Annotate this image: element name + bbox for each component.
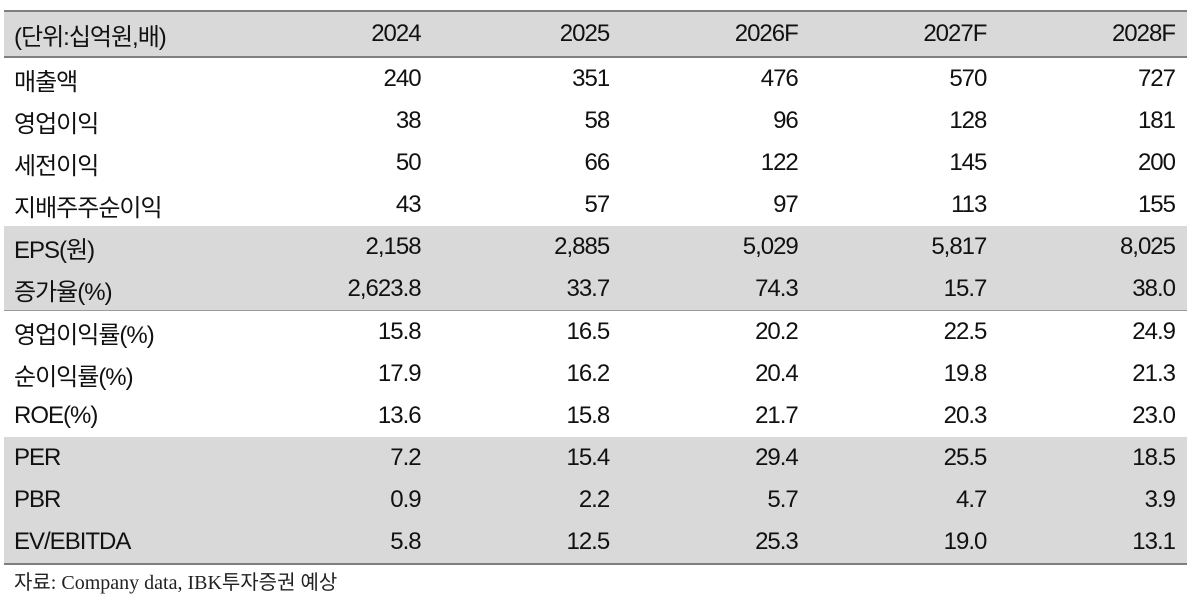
table-cell: 18.5 bbox=[1132, 444, 1176, 471]
table-row: PBR 0.9 2.2 5.7 4.7 3.9 bbox=[4, 479, 1187, 521]
table-cell: 19.0 bbox=[809, 521, 999, 565]
table-cell: 15.7 bbox=[943, 275, 988, 302]
table-cell: 113 bbox=[951, 191, 987, 218]
table-cell: 13.6 bbox=[377, 402, 422, 429]
table-cell: 145 bbox=[949, 149, 987, 176]
table-cell: 7.2 bbox=[390, 444, 421, 471]
table-cell: 19.8 bbox=[943, 360, 988, 387]
row-label: 매출액 bbox=[14, 68, 78, 96]
table-cell: 58 bbox=[584, 107, 610, 134]
table-cell: 66 bbox=[584, 149, 610, 176]
table-cell: 2,623.8 bbox=[347, 275, 422, 302]
source-note: 자료: Company data, IBK투자증권 예상 bbox=[14, 572, 338, 594]
table-row: EPS(원) 2,158 2,885 5,029 5,817 8,025 bbox=[4, 226, 1187, 268]
table-row: 증가율(%) 2,623.8 33.7 74.3 15.7 38.0 bbox=[4, 268, 1187, 311]
table-cell: 25.5 bbox=[943, 444, 988, 471]
row-label: EPS(원) bbox=[14, 236, 95, 264]
table-cell: 0.9 bbox=[390, 486, 421, 513]
year-header: 2028F bbox=[1111, 20, 1176, 47]
year-header: 2025 bbox=[559, 20, 610, 47]
table-row: PER 7.2 15.4 29.4 25.5 18.5 bbox=[4, 437, 1187, 479]
table-cell: 20.3 bbox=[943, 402, 988, 429]
table-cell: 570 bbox=[949, 65, 987, 92]
table-cell: 122 bbox=[760, 149, 799, 176]
table-header-row: (단위:십억원,배) 2024 2025 2026F 2027F 2028F bbox=[4, 11, 1187, 57]
table-cell: 96 bbox=[773, 107, 799, 134]
table-cell: 476 bbox=[760, 65, 799, 92]
table-cell: 8,025 bbox=[1119, 233, 1176, 260]
table-cell: 57 bbox=[584, 191, 610, 218]
table-row: 지배주주순이익 43 57 97 113 155 bbox=[4, 184, 1187, 226]
table-cell: 25.3 bbox=[621, 521, 810, 565]
table-cell: 74.3 bbox=[755, 275, 799, 302]
table-cell: 15.4 bbox=[566, 444, 610, 471]
table-row: 영업이익률(%) 15.8 16.5 20.2 22.5 24.9 bbox=[4, 310, 1187, 353]
row-label: 영업이익률(%) bbox=[4, 310, 244, 353]
financial-table: (단위:십억원,배) 2024 2025 2026F 2027F 2028F 매… bbox=[4, 10, 1187, 565]
row-label: EV/EBITDA bbox=[4, 521, 244, 565]
unit-label: (단위:십억원,배) bbox=[14, 23, 167, 51]
table-cell: 20.4 bbox=[755, 360, 799, 387]
table-row: EV/EBITDA 5.8 12.5 25.3 19.0 13.1 bbox=[4, 521, 1187, 565]
table-row: 영업이익 38 58 96 128 181 bbox=[4, 100, 1187, 142]
table-cell: 155 bbox=[1137, 191, 1176, 218]
table-cell: 2.2 bbox=[578, 486, 610, 513]
row-label: 영업이익 bbox=[14, 110, 99, 138]
table-row: 세전이익 50 66 122 145 200 bbox=[4, 142, 1187, 184]
row-label: PBR bbox=[14, 486, 61, 513]
table-cell: 2,885 bbox=[554, 233, 610, 260]
year-header: 2024 bbox=[371, 20, 421, 47]
table-cell: 21.3 bbox=[1132, 360, 1176, 387]
table-cell: 21.7 bbox=[755, 402, 799, 429]
table-cell: 17.9 bbox=[377, 360, 422, 387]
table-cell: 2,158 bbox=[365, 233, 422, 260]
table-row: 매출액 240 351 476 570 727 bbox=[4, 57, 1187, 100]
table-cell: 22.5 bbox=[809, 310, 999, 353]
table-cell: 181 bbox=[1137, 107, 1176, 134]
table-cell: 15.8 bbox=[566, 402, 610, 429]
table-cell: 16.2 bbox=[566, 360, 610, 387]
table-cell: 16.5 bbox=[432, 310, 622, 353]
table-cell: 13.1 bbox=[998, 521, 1187, 565]
row-label: 지배주주순이익 bbox=[14, 194, 163, 222]
table-cell: 38 bbox=[395, 107, 422, 134]
table-cell: 5.8 bbox=[244, 521, 433, 565]
table-cell: 33.7 bbox=[566, 275, 610, 302]
table-cell: 20.2 bbox=[621, 310, 810, 353]
table-cell: 97 bbox=[773, 191, 799, 218]
row-label: 세전이익 bbox=[14, 152, 99, 180]
table-cell: 12.5 bbox=[432, 521, 622, 565]
row-label: PER bbox=[14, 444, 61, 471]
table-cell: 200 bbox=[1137, 149, 1176, 176]
year-header: 2027F bbox=[923, 20, 987, 47]
table-cell: 50 bbox=[395, 149, 422, 176]
table-cell: 43 bbox=[395, 191, 422, 218]
row-label: ROE(%) bbox=[14, 402, 98, 429]
row-label: 순이익률(%) bbox=[14, 363, 134, 391]
table-cell: 4.7 bbox=[956, 486, 987, 513]
table-cell: 29.4 bbox=[755, 444, 799, 471]
table-row: ROE(%) 13.6 15.8 21.7 20.3 23.0 bbox=[4, 395, 1187, 437]
table-cell: 15.8 bbox=[244, 310, 433, 353]
table-cell: 24.9 bbox=[998, 310, 1187, 353]
table-cell: 351 bbox=[572, 65, 610, 92]
table-cell: 128 bbox=[949, 107, 987, 134]
table-cell: 3.9 bbox=[1144, 486, 1176, 513]
table-cell: 23.0 bbox=[1132, 402, 1176, 429]
row-label: 증가율(%) bbox=[14, 278, 113, 306]
table-row: 순이익률(%) 17.9 16.2 20.4 19.8 21.3 bbox=[4, 353, 1187, 395]
table-cell: 240 bbox=[383, 65, 422, 92]
table-cell: 5.7 bbox=[767, 486, 798, 513]
table-cell: 38.0 bbox=[1132, 275, 1176, 302]
table-cell: 5,029 bbox=[742, 233, 799, 260]
table-cell: 727 bbox=[1137, 65, 1176, 92]
table-cell: 5,817 bbox=[931, 233, 987, 260]
year-header: 2026F bbox=[734, 20, 799, 47]
